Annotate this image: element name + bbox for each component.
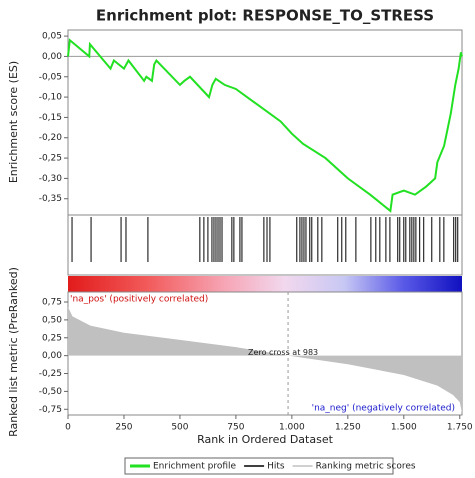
legend-label: Enrichment profile bbox=[153, 462, 237, 472]
legend-label: Hits bbox=[267, 462, 285, 472]
x-tick-label: 500 bbox=[171, 423, 188, 433]
x-tick-label: 1.500 bbox=[391, 423, 417, 433]
x-tick-label: 0 bbox=[65, 423, 71, 433]
y-tick-label: -0,20 bbox=[39, 133, 63, 143]
y2-tick-label: 0,50 bbox=[42, 315, 62, 325]
y2-tick-label: 0,75 bbox=[42, 298, 62, 308]
y-tick-label: -0,05 bbox=[39, 72, 62, 82]
es-line bbox=[67, 38, 463, 213]
y-axis-label: Enrichment score (ES) bbox=[7, 61, 20, 183]
y-tick-label: 0,00 bbox=[42, 52, 62, 62]
chart-title: Enrichment plot: RESPONSE_TO_STRESS bbox=[96, 7, 434, 25]
x-axis-label: Rank in Ordered Dataset bbox=[197, 433, 334, 446]
x-tick-label: 1.000 bbox=[279, 423, 305, 433]
y2-tick-label: 0,25 bbox=[42, 333, 62, 343]
y2-tick-label: -0,25 bbox=[39, 369, 62, 379]
x-tick-label: 1.750 bbox=[447, 423, 473, 433]
y-tick-label: -0,35 bbox=[39, 194, 62, 204]
zero-cross-label: Zero cross at 983 bbox=[248, 348, 318, 357]
neg-label: 'na_neg' (negatively correlated) bbox=[312, 404, 455, 414]
y2-tick-label: -0,50 bbox=[39, 387, 63, 397]
y2-tick-label: -0,75 bbox=[39, 405, 62, 415]
y-tick-label: -0,10 bbox=[39, 93, 63, 103]
y2-axis-label: Ranked list metric (PreRanked) bbox=[7, 267, 20, 437]
x-tick-label: 250 bbox=[115, 423, 132, 433]
y-tick-label: -0,30 bbox=[39, 174, 63, 184]
y2-tick-label: 0,00 bbox=[42, 351, 62, 361]
rank-color-band bbox=[68, 276, 462, 292]
y-tick-label: -0,25 bbox=[39, 154, 62, 164]
y-tick-label: -0,15 bbox=[39, 113, 62, 123]
x-tick-label: 1.250 bbox=[335, 423, 361, 433]
legend-label: Ranking metric scores bbox=[316, 462, 416, 472]
y-tick-label: 0,05 bbox=[42, 32, 62, 42]
pos-label: 'na_pos' (positively correlated) bbox=[70, 295, 208, 305]
metric-area bbox=[68, 307, 462, 413]
hits-panel bbox=[67, 214, 463, 276]
x-tick-label: 750 bbox=[227, 423, 244, 433]
